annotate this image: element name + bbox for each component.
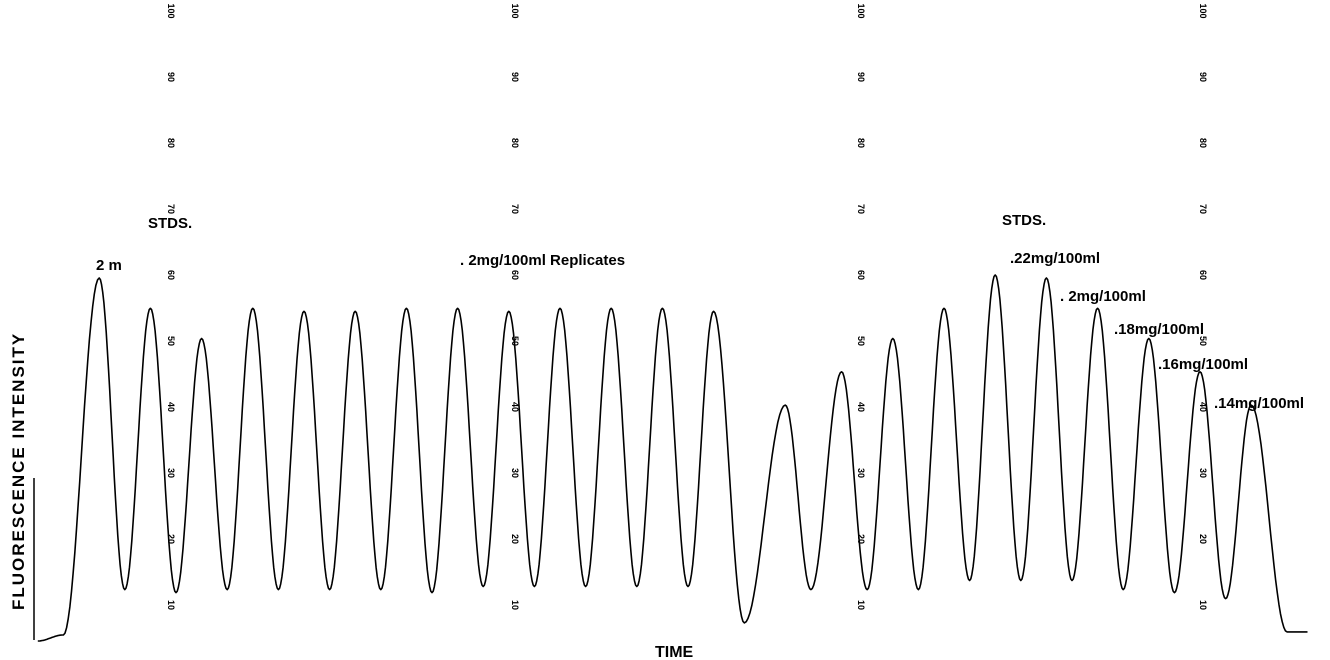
scale-tick-3-20: 20	[856, 534, 866, 544]
scale-tick-1-50: 50	[166, 336, 176, 346]
replicates-label: . 2mg/100ml Replicates	[460, 252, 625, 269]
scale-tick-2-60: 60	[510, 270, 520, 280]
scale-tick-1-70: 70	[166, 204, 176, 214]
fluorescence-trace	[37, 274, 1308, 642]
stds-left-label: STDS.	[148, 215, 192, 232]
scale-tick-1-20: 20	[166, 534, 176, 544]
scale-columns: 10 20 30 40 50 60 70 80 90 100 10 20 30 40 50 60 70 80 90 1…	[166, 3, 1208, 610]
scale-tick-3-60: 60	[856, 270, 866, 280]
scale-tick-3-70: 70	[856, 204, 866, 214]
scale-tick-1-60: 60	[166, 270, 176, 280]
scale-tick-1-10: 10	[166, 600, 176, 610]
scale-tick-4-40: 40	[1198, 402, 1208, 412]
scale-tick-4-70: 70	[1198, 204, 1208, 214]
std-020-label: . 2mg/100ml	[1060, 288, 1146, 305]
scale-tick-1-90: 90	[166, 72, 176, 82]
scale-tick-4-10: 10	[1198, 600, 1208, 610]
scale-tick-2-20: 20	[510, 534, 520, 544]
scale-tick-3-30: 30	[856, 468, 866, 478]
scale-tick-1-30: 30	[166, 468, 176, 478]
scale-tick-3-10: 10	[856, 600, 866, 610]
y-axis-label: FLUORESCENCE INTENSITY	[9, 332, 28, 610]
scale-tick-3-50: 50	[856, 336, 866, 346]
scale-tick-4-50: 50	[1198, 336, 1208, 346]
first-peak-label: 2 m	[96, 257, 122, 274]
std-014-label: .14mg/100ml	[1214, 395, 1304, 412]
std-022-label: .22mg/100ml	[1010, 250, 1100, 267]
scale-tick-4-80: 80	[1198, 138, 1208, 148]
scale-tick-1-100: 100	[166, 3, 176, 18]
scale-tick-2-80: 80	[510, 138, 520, 148]
scale-tick-1-80: 80	[166, 138, 176, 148]
scale-tick-2-40: 40	[510, 402, 520, 412]
scale-tick-3-80: 80	[856, 138, 866, 148]
scale-tick-3-40: 40	[856, 402, 866, 412]
scale-tick-4-30: 30	[1198, 468, 1208, 478]
x-axis-label: TIME	[655, 644, 694, 660]
stds-right-label: STDS.	[1002, 212, 1046, 229]
scale-tick-4-60: 60	[1198, 270, 1208, 280]
scale-tick-2-100: 100	[510, 3, 520, 18]
scale-tick-2-10: 10	[510, 600, 520, 610]
scale-tick-3-100: 100	[856, 3, 866, 18]
scale-tick-2-70: 70	[510, 204, 520, 214]
scale-tick-4-20: 20	[1198, 534, 1208, 544]
scale-tick-1-40: 40	[166, 402, 176, 412]
std-016-label: .16mg/100ml	[1158, 356, 1248, 373]
scale-tick-4-90: 90	[1198, 72, 1208, 82]
std-018-label: .18mg/100ml	[1114, 321, 1204, 338]
scale-tick-2-30: 30	[510, 468, 520, 478]
scale-tick-2-90: 90	[510, 72, 520, 82]
scale-tick-4-100: 100	[1198, 3, 1208, 18]
scale-tick-3-90: 90	[856, 72, 866, 82]
